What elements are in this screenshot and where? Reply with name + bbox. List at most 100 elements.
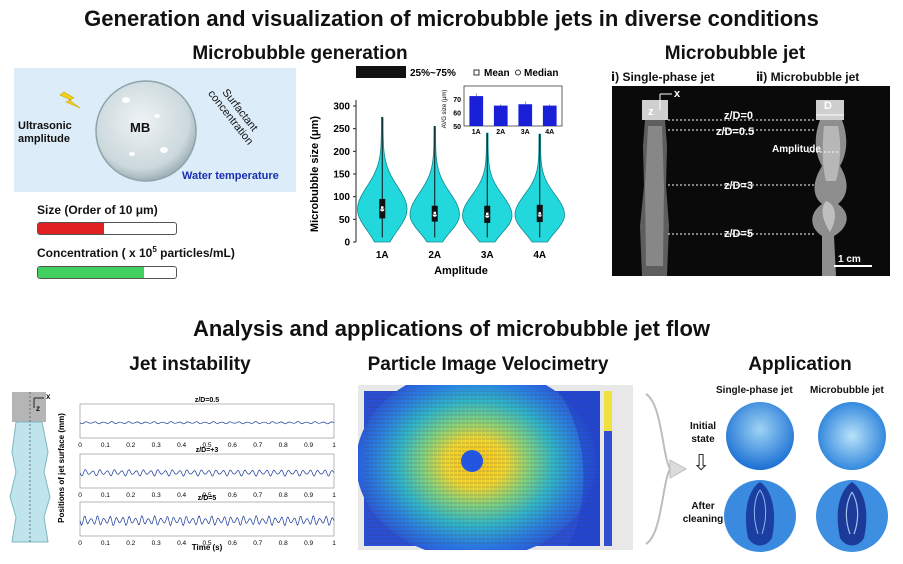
- instability-y-axis-label: Positions of jet surface (mm): [58, 413, 66, 523]
- instability-signal: [79, 421, 335, 425]
- instability-plot-frame: [79, 403, 335, 439]
- legend-box-swatch: [356, 66, 406, 78]
- instability-x-tick-label: 0.5: [202, 540, 211, 547]
- diameter-label: D: [824, 100, 832, 112]
- instability-x-axis-label: Time (s): [192, 543, 223, 552]
- mean-1A: [380, 205, 384, 210]
- microbubble-jet-label: ⅱ) Microbubble jet: [756, 70, 860, 84]
- instability-x-tick-label: 1: [332, 492, 336, 499]
- app-microbubble-label: Microbubble jet: [810, 385, 884, 396]
- piv-image: [356, 367, 633, 559]
- y-tick-label: 100: [333, 192, 350, 203]
- concentration-prefix: Concentration ( x 10: [37, 246, 153, 260]
- instability-x-tick-label: 0.7: [253, 540, 262, 547]
- instability-x-tick-label: 0.5: [202, 442, 211, 449]
- concentration-suffix: particles/mL): [156, 246, 235, 260]
- instability-x-tick-label: 0.4: [177, 492, 186, 499]
- legend-median-marker: [515, 69, 521, 76]
- legend-mean-label: Mean: [484, 68, 510, 79]
- instability-plots: Positions of jet surface (mm) z/D=0.5 0 0.1…: [58, 397, 336, 552]
- jet-title: Microbubble jet: [664, 43, 806, 64]
- initial-state-label: Initial state: [689, 421, 717, 445]
- jet-photo-panel: z x D z/D=0 z/D=0.5 z/D=3 z/D=5 Amplitud…: [612, 86, 890, 276]
- mean-3A: [485, 212, 489, 216]
- inset-bar-2A: [493, 105, 508, 126]
- instability-x-tick-label: 0.8: [279, 540, 288, 547]
- instability-x-tick-label: 0.8: [279, 492, 288, 499]
- inset-y-axis-label: AVG size (μm): [442, 90, 448, 129]
- y-tick-label: 0: [344, 238, 350, 249]
- analysis-title: Analysis and applications of microbubble…: [192, 316, 711, 341]
- instability-x-tick-label: 0.9: [304, 442, 313, 449]
- single-phase-jet-label: ⅰ) Single-phase jet: [611, 70, 715, 84]
- size-bar: [37, 222, 177, 235]
- x-axis-label: x: [674, 88, 681, 100]
- x-axis-label: Amplitude: [434, 265, 488, 277]
- instability-x-tick-label: 0.6: [228, 540, 237, 547]
- after-cleaning-label: After cleaning: [682, 501, 724, 525]
- inset-x-tick-label-2A: 2A: [496, 129, 505, 136]
- main-title: Generation and visualization of microbub…: [84, 6, 819, 31]
- instability-x-tick-label: 1: [332, 442, 336, 449]
- mean-4A: [538, 211, 542, 216]
- inset-y-tick-label: 60: [453, 110, 461, 117]
- instability-plot-title: z/D=5: [198, 495, 217, 502]
- x-tick-label-2A: 2A: [428, 250, 441, 261]
- instability-x-tick-label: 0.2: [126, 442, 135, 449]
- instability-x-tick-label: 0.8: [279, 442, 288, 449]
- level-zd-0-5: z/D=0.5: [716, 126, 755, 138]
- x-tick-label-1A: 1A: [376, 250, 389, 261]
- scale-bar-label: 1 cm: [838, 254, 861, 265]
- y-axis-label: Microbubble size (μm): [309, 116, 321, 232]
- concentration-exponent: 5: [152, 245, 157, 254]
- legend-median-label: Median: [524, 68, 558, 79]
- instability-signal: [79, 469, 335, 477]
- z-axis-label: z: [648, 106, 654, 118]
- instability-x-tick-label: 0.9: [304, 540, 313, 547]
- schematic-z-label: z: [36, 404, 40, 413]
- legend-mean-marker: [473, 69, 480, 76]
- instability-x-tick-label: 0.3: [152, 442, 161, 449]
- instability-x-tick-label: 0.2: [126, 540, 135, 547]
- level-zd-0: z/D=0: [724, 110, 754, 122]
- water-temperature-label: Water temperature: [182, 170, 279, 182]
- application-title: Application: [748, 354, 852, 375]
- lightning-icon: [59, 91, 81, 109]
- generation-diagram: MB Ultrasonic amplitude Surfactant conce…: [14, 68, 296, 192]
- inset-x-tick-label-3A: 3A: [521, 129, 530, 136]
- concentration-bar: [37, 266, 177, 279]
- instability-x-tick-label: 0.7: [253, 442, 262, 449]
- y-tick-label: 150: [333, 170, 350, 181]
- down-arrow-icon: ⇩: [692, 450, 711, 475]
- instability-plot-frame: [79, 501, 335, 537]
- instability-x-tick-label: 0.3: [152, 540, 161, 547]
- instability-x-tick-label: 0.5: [202, 492, 211, 499]
- inset-bar-1A: [469, 96, 484, 126]
- inset-bar-3A: [518, 104, 533, 126]
- schematic-x-label: x: [46, 392, 51, 401]
- instability-x-tick-label: 0.3: [152, 492, 161, 499]
- generation-title: Microbubble generation: [192, 43, 408, 64]
- concentration-bar-fill: [38, 267, 145, 278]
- instability-plot-title: z/D=0.5: [195, 397, 219, 404]
- mb-label: MB: [130, 120, 151, 135]
- inset-bar-4A: [542, 105, 557, 126]
- dish-single-initial: [726, 402, 794, 470]
- instability-x-tick-label: 0.7: [253, 492, 262, 499]
- flow-arrow: [640, 384, 690, 554]
- size-bar-fill: [38, 223, 105, 234]
- instability-plot-frame: [79, 453, 335, 489]
- size-label: Size (Order of 10 μm): [37, 203, 158, 217]
- inset-x-tick-label-1A: 1A: [472, 129, 481, 136]
- instability-x-tick-label: 0.2: [126, 492, 135, 499]
- piv-center-spot: [461, 450, 483, 472]
- x-tick-label-4A: 4A: [533, 250, 546, 261]
- instability-x-tick-label: 0.1: [101, 492, 110, 499]
- amplitude-annotation: Amplitude: [772, 144, 821, 155]
- instability-x-tick-label: 0.6: [228, 442, 237, 449]
- instability-x-tick-label: 0.4: [177, 540, 186, 547]
- concentration-label: Concentration ( x 105 particles/mL): [37, 245, 235, 260]
- instability-title: Jet instability: [129, 354, 251, 375]
- jet-schematic: z x: [8, 392, 56, 544]
- ultrasonic-label: Ultrasonic amplitude: [18, 120, 72, 145]
